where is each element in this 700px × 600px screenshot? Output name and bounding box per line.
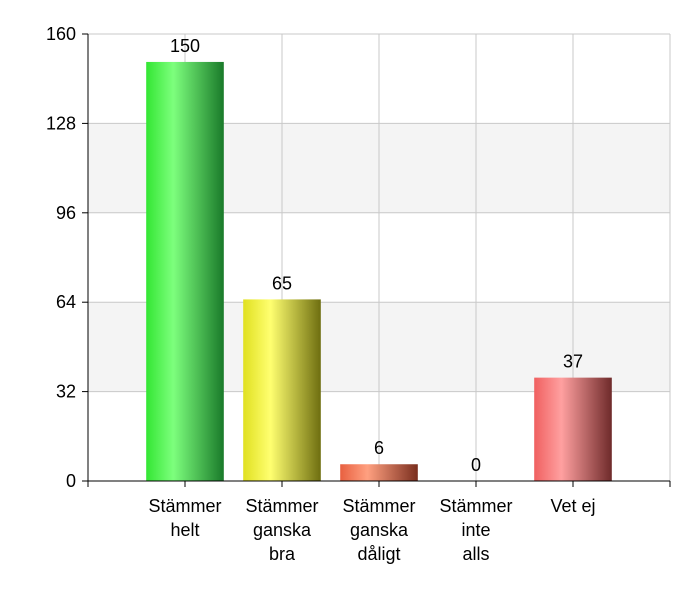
category-label: Stämmer ganska bra [245, 496, 318, 564]
bar [340, 464, 418, 481]
y-tick-label: 160 [46, 24, 76, 44]
y-tick-labels: 0 32 64 96 128 160 [46, 24, 76, 491]
category-label: Stämmer inte alls [439, 496, 512, 564]
data-label: 65 [272, 273, 292, 293]
category-labels: Stämmer helt Stämmer ganska bra Stämmer ganska… [148, 496, 595, 564]
data-labels: 150 65 6 0 37 [170, 36, 583, 475]
y-tick-label: 32 [56, 382, 76, 402]
data-label: 37 [563, 352, 583, 372]
data-label: 6 [374, 438, 384, 458]
axes [82, 33, 671, 487]
category-label: Stämmer ganska dåligt [342, 496, 415, 564]
y-tick-label: 128 [46, 113, 76, 133]
data-label: 0 [471, 455, 481, 475]
category-label: Stämmer helt [148, 496, 221, 540]
data-label: 150 [170, 36, 200, 56]
bar [534, 377, 612, 481]
category-label: Vet ej [550, 496, 595, 516]
bar [243, 299, 321, 481]
bars [146, 61, 612, 481]
y-tick-label: 0 [66, 471, 76, 491]
y-tick-label: 96 [56, 203, 76, 223]
bar [146, 61, 224, 481]
y-tick-label: 64 [56, 292, 76, 312]
